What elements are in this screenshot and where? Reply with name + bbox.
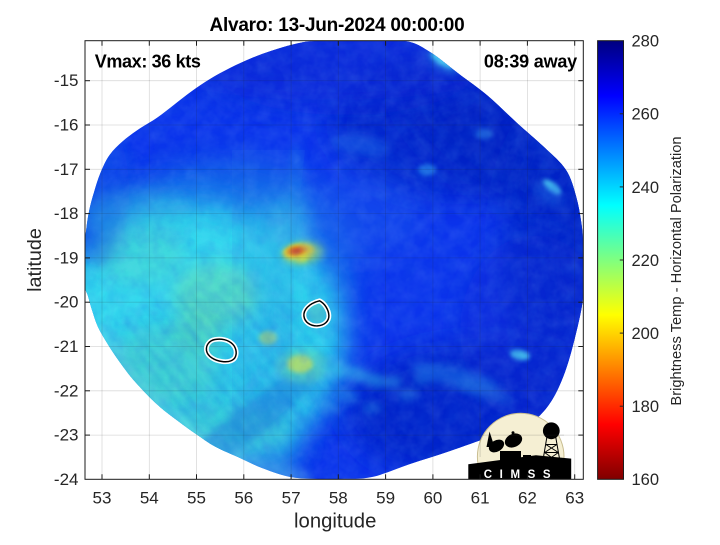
svg-text:CIMSS: CIMSS (484, 469, 558, 481)
svg-text:63: 63 (565, 489, 584, 508)
svg-text:-16: -16 (54, 116, 79, 135)
svg-text:-18: -18 (54, 204, 79, 223)
svg-text:60: 60 (423, 489, 442, 508)
svg-text:Vmax: 36 kts: Vmax: 36 kts (95, 52, 201, 72)
svg-text:61: 61 (471, 489, 490, 508)
svg-text:56: 56 (234, 489, 253, 508)
svg-text:-19: -19 (54, 248, 79, 267)
svg-text:-22: -22 (54, 381, 79, 400)
svg-text:280: 280 (632, 33, 660, 51)
svg-text:-24: -24 (54, 470, 79, 489)
svg-text:260: 260 (632, 106, 660, 124)
svg-text:55: 55 (187, 489, 206, 508)
svg-text:-17: -17 (54, 160, 79, 179)
svg-text:53: 53 (93, 489, 112, 508)
svg-text:240: 240 (632, 179, 660, 197)
svg-text:longitude: longitude (294, 510, 376, 532)
svg-text:54: 54 (140, 489, 159, 508)
svg-text:-23: -23 (54, 426, 79, 445)
svg-text:58: 58 (329, 489, 348, 508)
svg-text:-15: -15 (54, 71, 79, 90)
svg-text:59: 59 (376, 489, 395, 508)
svg-text:57: 57 (282, 489, 301, 508)
svg-text:-21: -21 (54, 337, 79, 356)
svg-text:220: 220 (632, 252, 660, 270)
svg-text:latitude: latitude (24, 228, 46, 292)
svg-text:180: 180 (632, 398, 660, 416)
svg-text:200: 200 (632, 325, 660, 343)
svg-text:-20: -20 (54, 293, 79, 312)
svg-text:62: 62 (518, 489, 537, 508)
svg-text:Alvaro: 13-Jun-2024 00:00:00: Alvaro: 13-Jun-2024 00:00:00 (210, 15, 465, 36)
svg-text:160: 160 (632, 471, 660, 489)
svg-text:08:39 away: 08:39 away (484, 52, 577, 72)
svg-text:Brightness Temp - Horizontal P: Brightness Temp - Horizontal Polarizatio… (669, 136, 685, 405)
